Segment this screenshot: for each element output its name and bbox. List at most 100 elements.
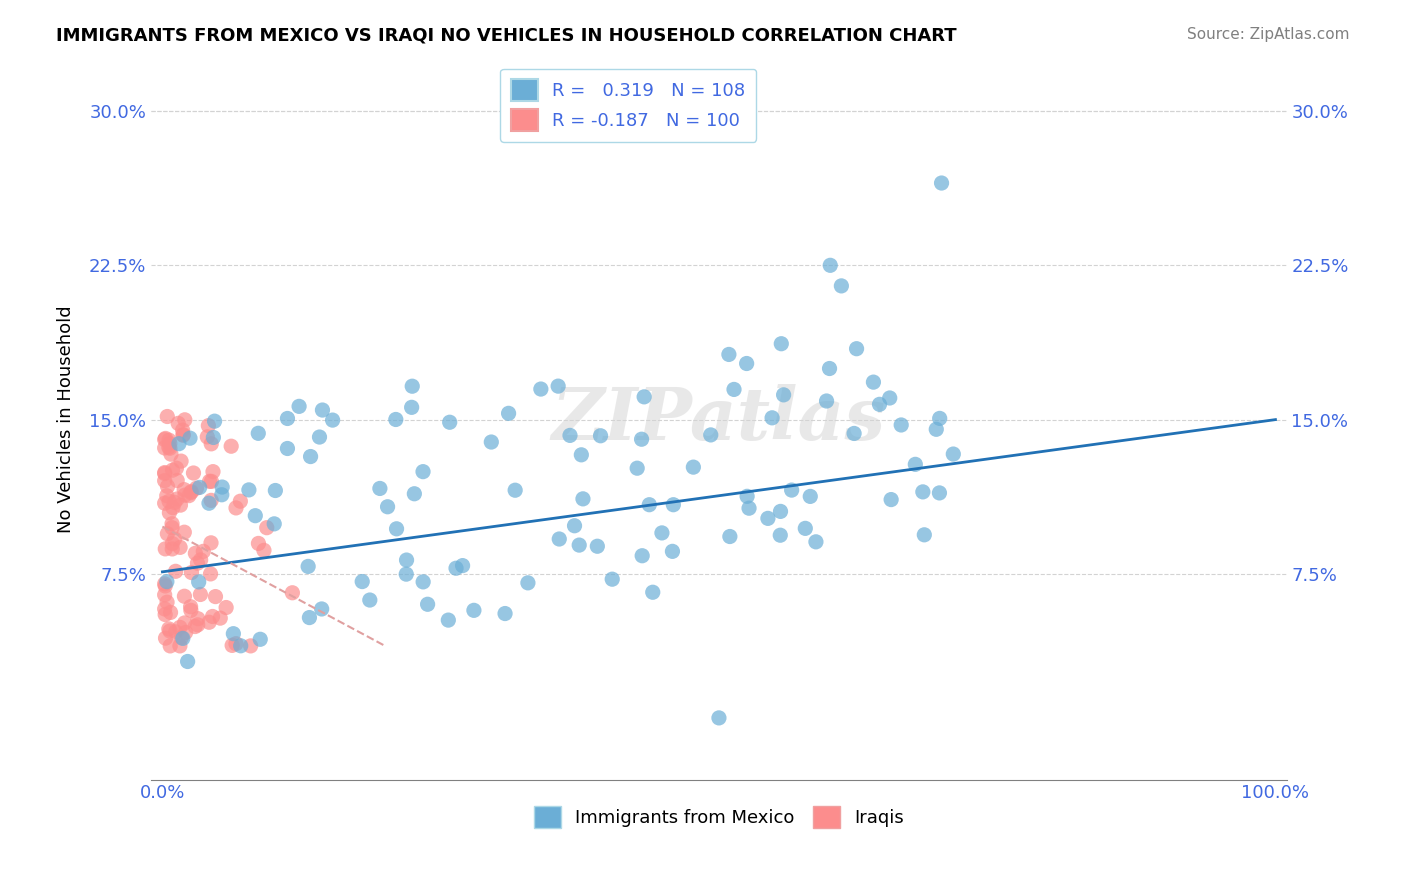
Point	[204, 414, 226, 428]
Point	[772, 388, 794, 402]
Point	[928, 411, 950, 425]
Point	[225, 500, 247, 515]
Point	[299, 450, 322, 464]
Text: Source: ZipAtlas.com: Source: ZipAtlas.com	[1187, 27, 1350, 42]
Point	[159, 606, 181, 620]
Point	[202, 430, 225, 444]
Point	[311, 602, 333, 616]
Point	[153, 496, 176, 510]
Point	[170, 631, 193, 645]
Point	[157, 494, 180, 508]
Point	[735, 357, 758, 371]
Point	[564, 518, 586, 533]
Point	[165, 564, 187, 578]
Point	[723, 383, 745, 397]
Point	[172, 632, 194, 646]
Point	[912, 528, 935, 542]
Point	[156, 489, 179, 503]
Point	[942, 447, 965, 461]
Point	[297, 559, 319, 574]
Point	[222, 626, 245, 640]
Point	[412, 465, 434, 479]
Point	[830, 279, 852, 293]
Point	[198, 475, 221, 489]
Point	[153, 433, 176, 447]
Point	[173, 413, 195, 427]
Point	[187, 574, 209, 589]
Point	[209, 611, 232, 625]
Point	[200, 566, 222, 581]
Point	[769, 528, 792, 542]
Point	[186, 481, 208, 495]
Point	[157, 506, 180, 520]
Point	[904, 458, 927, 472]
Point	[911, 484, 934, 499]
Point	[308, 430, 330, 444]
Point	[395, 553, 418, 567]
Point	[641, 585, 664, 599]
Point	[530, 382, 553, 396]
Point	[700, 428, 723, 442]
Point	[165, 461, 187, 475]
Point	[169, 498, 191, 512]
Point	[176, 655, 198, 669]
Point	[153, 441, 176, 455]
Point	[263, 516, 285, 531]
Point	[869, 397, 891, 411]
Point	[156, 574, 179, 589]
Point	[155, 579, 177, 593]
Point	[842, 426, 865, 441]
Point	[172, 427, 194, 442]
Point	[159, 442, 181, 456]
Point	[201, 465, 224, 479]
Point	[166, 491, 188, 506]
Point	[818, 361, 841, 376]
Point	[352, 574, 374, 589]
Point	[198, 615, 221, 630]
Point	[815, 394, 838, 409]
Point	[247, 426, 270, 441]
Point	[173, 589, 195, 603]
Point	[180, 566, 202, 580]
Point	[516, 575, 538, 590]
Point	[298, 610, 321, 624]
Point	[177, 489, 200, 503]
Point	[401, 379, 423, 393]
Point	[600, 572, 623, 586]
Point	[184, 619, 207, 633]
Point	[225, 637, 247, 651]
Point	[204, 590, 226, 604]
Point	[156, 526, 179, 541]
Point	[880, 492, 903, 507]
Point	[167, 417, 190, 431]
Point	[186, 556, 208, 570]
Point	[174, 625, 197, 640]
Point	[153, 466, 176, 480]
Point	[651, 525, 673, 540]
Point	[359, 593, 381, 607]
Point	[890, 417, 912, 432]
Point	[167, 436, 190, 450]
Point	[159, 624, 181, 638]
Point	[385, 412, 408, 426]
Point	[160, 447, 183, 461]
Point	[190, 553, 212, 567]
Point	[735, 489, 758, 503]
Point	[239, 639, 262, 653]
Point	[412, 574, 434, 589]
Point	[395, 567, 418, 582]
Point	[662, 498, 685, 512]
Point	[799, 490, 821, 504]
Point	[401, 401, 423, 415]
Point	[377, 500, 399, 514]
Point	[165, 624, 187, 639]
Point	[159, 639, 181, 653]
Point	[845, 342, 868, 356]
Point	[229, 494, 252, 508]
Point	[276, 442, 298, 456]
Point	[221, 639, 243, 653]
Point	[804, 534, 827, 549]
Point	[569, 448, 592, 462]
Point	[229, 639, 252, 653]
Point	[249, 632, 271, 647]
